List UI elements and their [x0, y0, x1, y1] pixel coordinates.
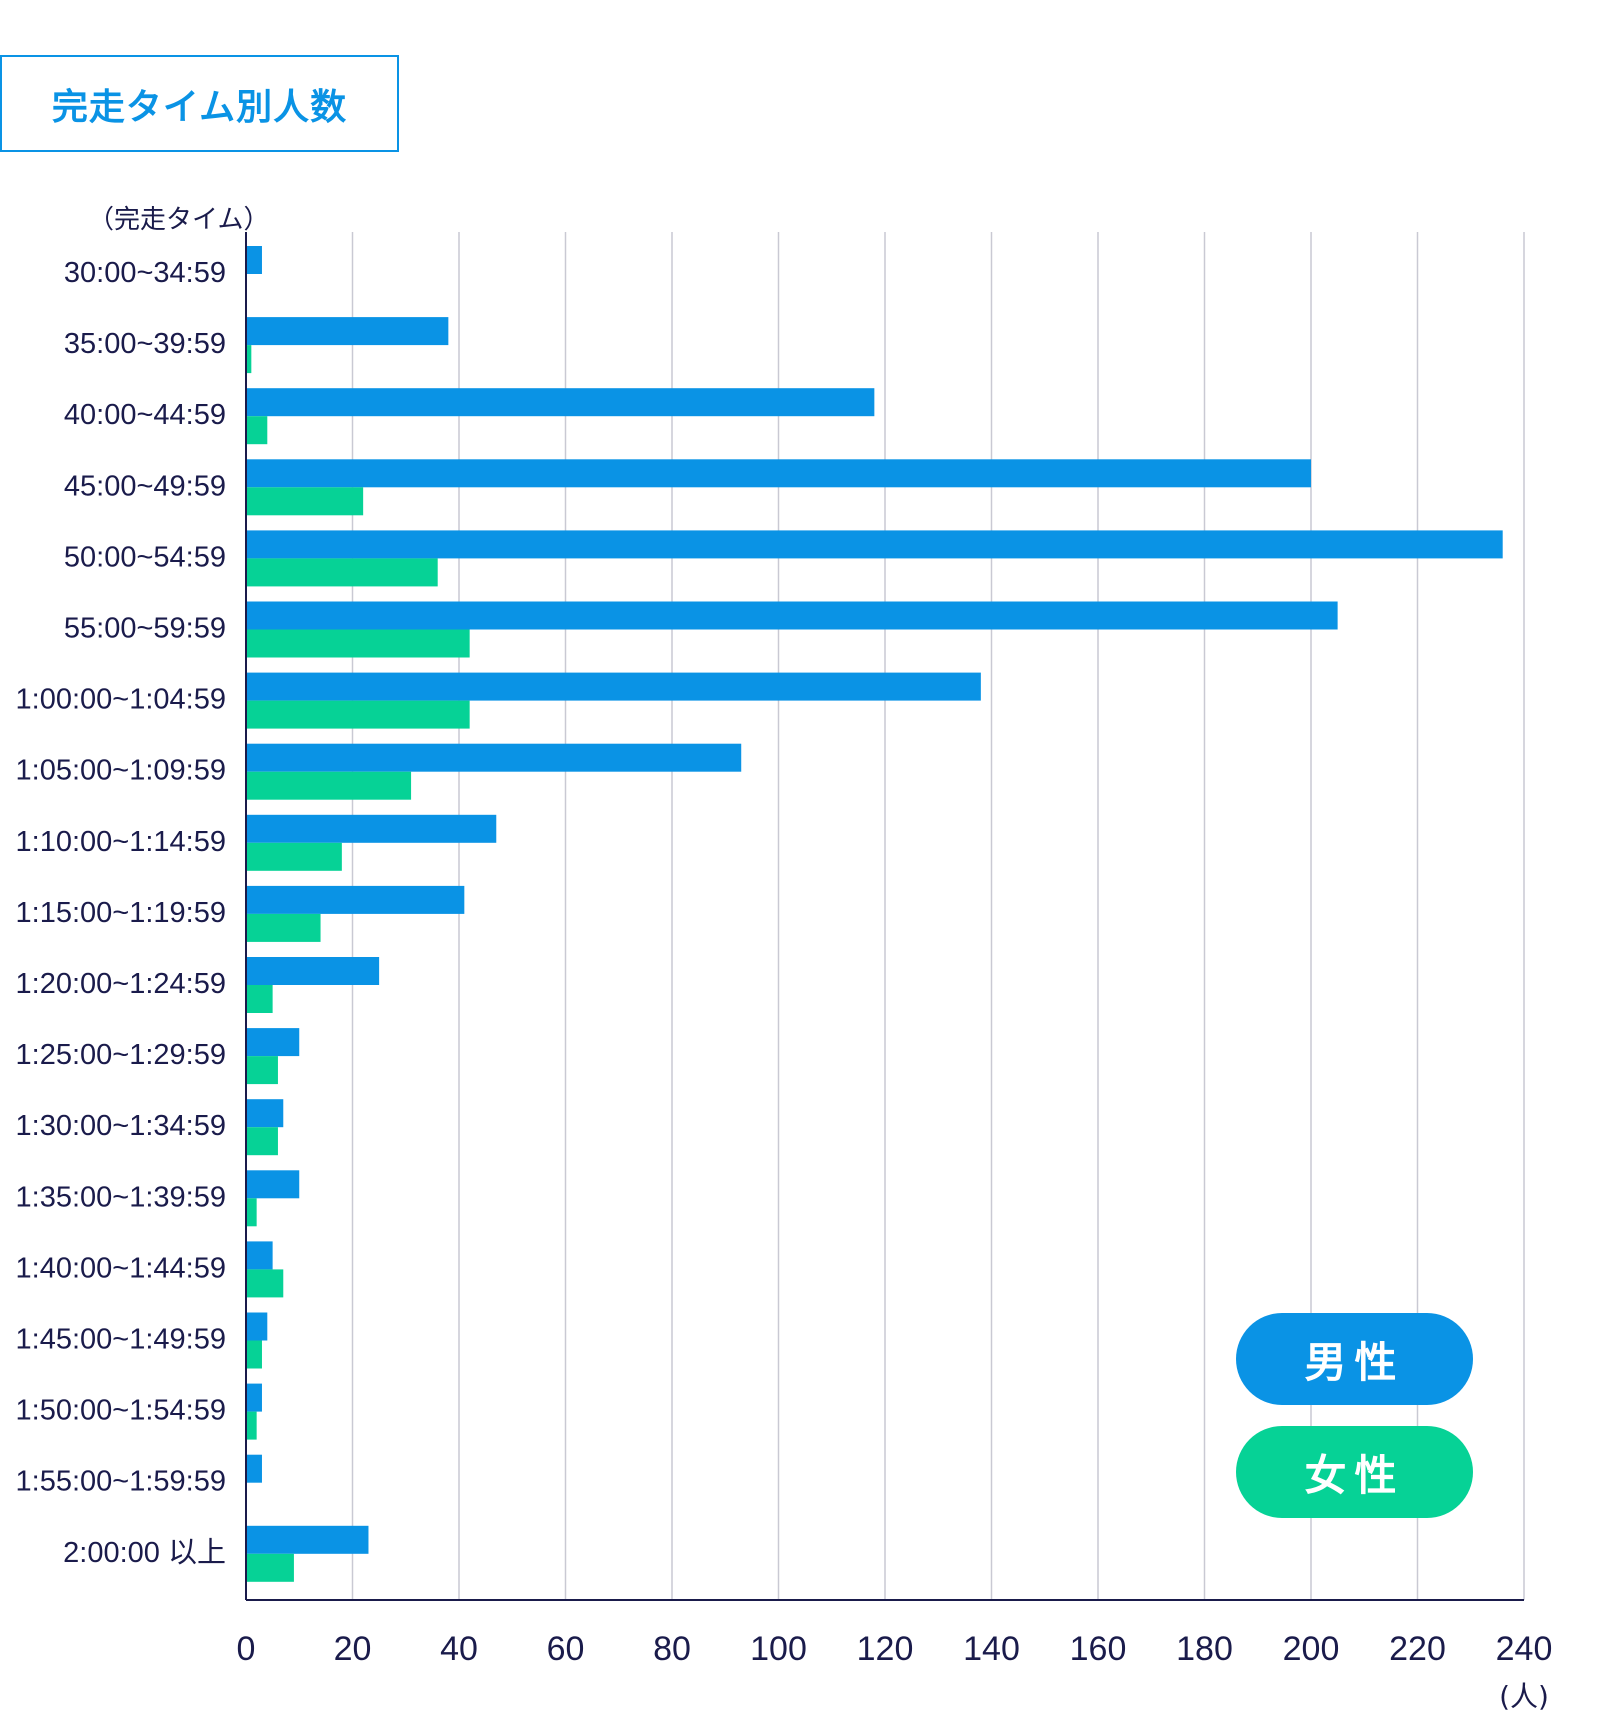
bar-female-15 [246, 1340, 262, 1369]
bar-male-0 [246, 246, 262, 274]
bar-male-13 [246, 1170, 300, 1199]
bar-male-12 [246, 1099, 284, 1128]
bar-male-8 [246, 814, 497, 843]
chart-title: 完走タイム別人数 [51, 86, 348, 128]
bar-male-14 [246, 1241, 273, 1270]
bar-male-6 [246, 672, 981, 701]
y-tick-label-17: 1:55:00~1:59:59 [16, 1466, 226, 1498]
bar-female-14 [246, 1269, 284, 1298]
y-tick-label-13: 1:35:00~1:39:59 [16, 1181, 226, 1213]
y-tick-label-12: 1:30:00~1:34:59 [16, 1110, 226, 1142]
bar-male-10 [246, 957, 380, 985]
bar-male-18 [246, 1525, 369, 1554]
y-tick-label-3: 45:00~49:59 [64, 470, 226, 502]
y-tick-label-2: 40:00~44:59 [64, 399, 226, 431]
x-tick-label-40: 40 [440, 1630, 478, 1668]
y-tick-label-6: 1:00:00~1:04:59 [16, 684, 226, 716]
y-tick-label-15: 1:45:00~1:49:59 [16, 1324, 226, 1356]
x-tick-label-120: 120 [857, 1630, 914, 1668]
y-tick-label-4: 50:00~54:59 [64, 541, 226, 573]
x-tick-label-0: 0 [237, 1630, 256, 1668]
bar-female-1 [246, 345, 252, 374]
bar-female-18 [246, 1553, 294, 1582]
bar-female-10 [246, 985, 273, 1013]
bar-male-17 [246, 1454, 262, 1483]
y-tick-label-11: 1:25:00~1:29:59 [16, 1039, 226, 1071]
legend-female-label: 女性 [1304, 1450, 1405, 1500]
bar-female-6 [246, 700, 470, 729]
bar-male-16 [246, 1383, 262, 1412]
legend-male: 男性 [1236, 1313, 1473, 1405]
bar-male-1 [246, 317, 449, 346]
y-tick-label-5: 55:00~59:59 [64, 613, 226, 645]
bar-male-7 [246, 743, 742, 772]
bar-female-13 [246, 1198, 257, 1227]
x-tick-label-160: 160 [1070, 1630, 1127, 1668]
x-tick-label-20: 20 [334, 1630, 372, 1668]
bar-female-5 [246, 629, 470, 658]
y-tick-label-1: 35:00~39:59 [64, 328, 226, 360]
x-tick-label-180: 180 [1176, 1630, 1233, 1668]
legend-female: 女性 [1236, 1426, 1473, 1518]
y-tick-label-10: 1:20:00~1:24:59 [16, 968, 226, 1000]
x-tick-label-100: 100 [750, 1630, 807, 1668]
bar-female-11 [246, 1056, 278, 1085]
bar-male-3 [246, 459, 1311, 488]
bar-male-4 [246, 530, 1503, 559]
x-tick-label-140: 140 [963, 1630, 1020, 1668]
bar-male-11 [246, 1028, 300, 1057]
x-axis-unit-label: (人) [1499, 1680, 1549, 1713]
bar-female-7 [246, 771, 412, 800]
bar-female-12 [246, 1127, 278, 1156]
x-tick-label-60: 60 [547, 1630, 585, 1668]
bar-female-2 [246, 416, 268, 445]
y-tick-label-0: 30:00~34:59 [64, 257, 226, 289]
y-tick-label-14: 1:40:00~1:44:59 [16, 1252, 226, 1284]
legend-male-label: 男性 [1304, 1337, 1405, 1387]
bar-male-9 [246, 885, 465, 914]
y-tick-label-18: 2:00:00 以上 [63, 1537, 226, 1569]
bar-male-15 [246, 1312, 268, 1341]
x-tick-label-80: 80 [653, 1630, 691, 1668]
bar-male-2 [246, 388, 875, 417]
bar-female-3 [246, 487, 364, 516]
bar-male-5 [246, 601, 1338, 630]
x-tick-label-200: 200 [1283, 1630, 1340, 1668]
chart-title-box: 完走タイム別人数 [0, 55, 399, 152]
x-tick-label-220: 220 [1389, 1630, 1446, 1668]
bar-female-8 [246, 842, 342, 871]
y-tick-label-7: 1:05:00~1:09:59 [16, 755, 226, 787]
y-tick-label-16: 1:50:00~1:54:59 [16, 1395, 226, 1427]
bar-female-9 [246, 913, 321, 942]
bar-female-16 [246, 1411, 257, 1440]
x-tick-label-240: 240 [1496, 1630, 1553, 1668]
y-tick-label-8: 1:10:00~1:14:59 [16, 826, 226, 858]
y-tick-label-9: 1:15:00~1:19:59 [16, 897, 226, 929]
bar-female-4 [246, 558, 438, 587]
y-axis-title: （完走タイム） [88, 205, 269, 235]
